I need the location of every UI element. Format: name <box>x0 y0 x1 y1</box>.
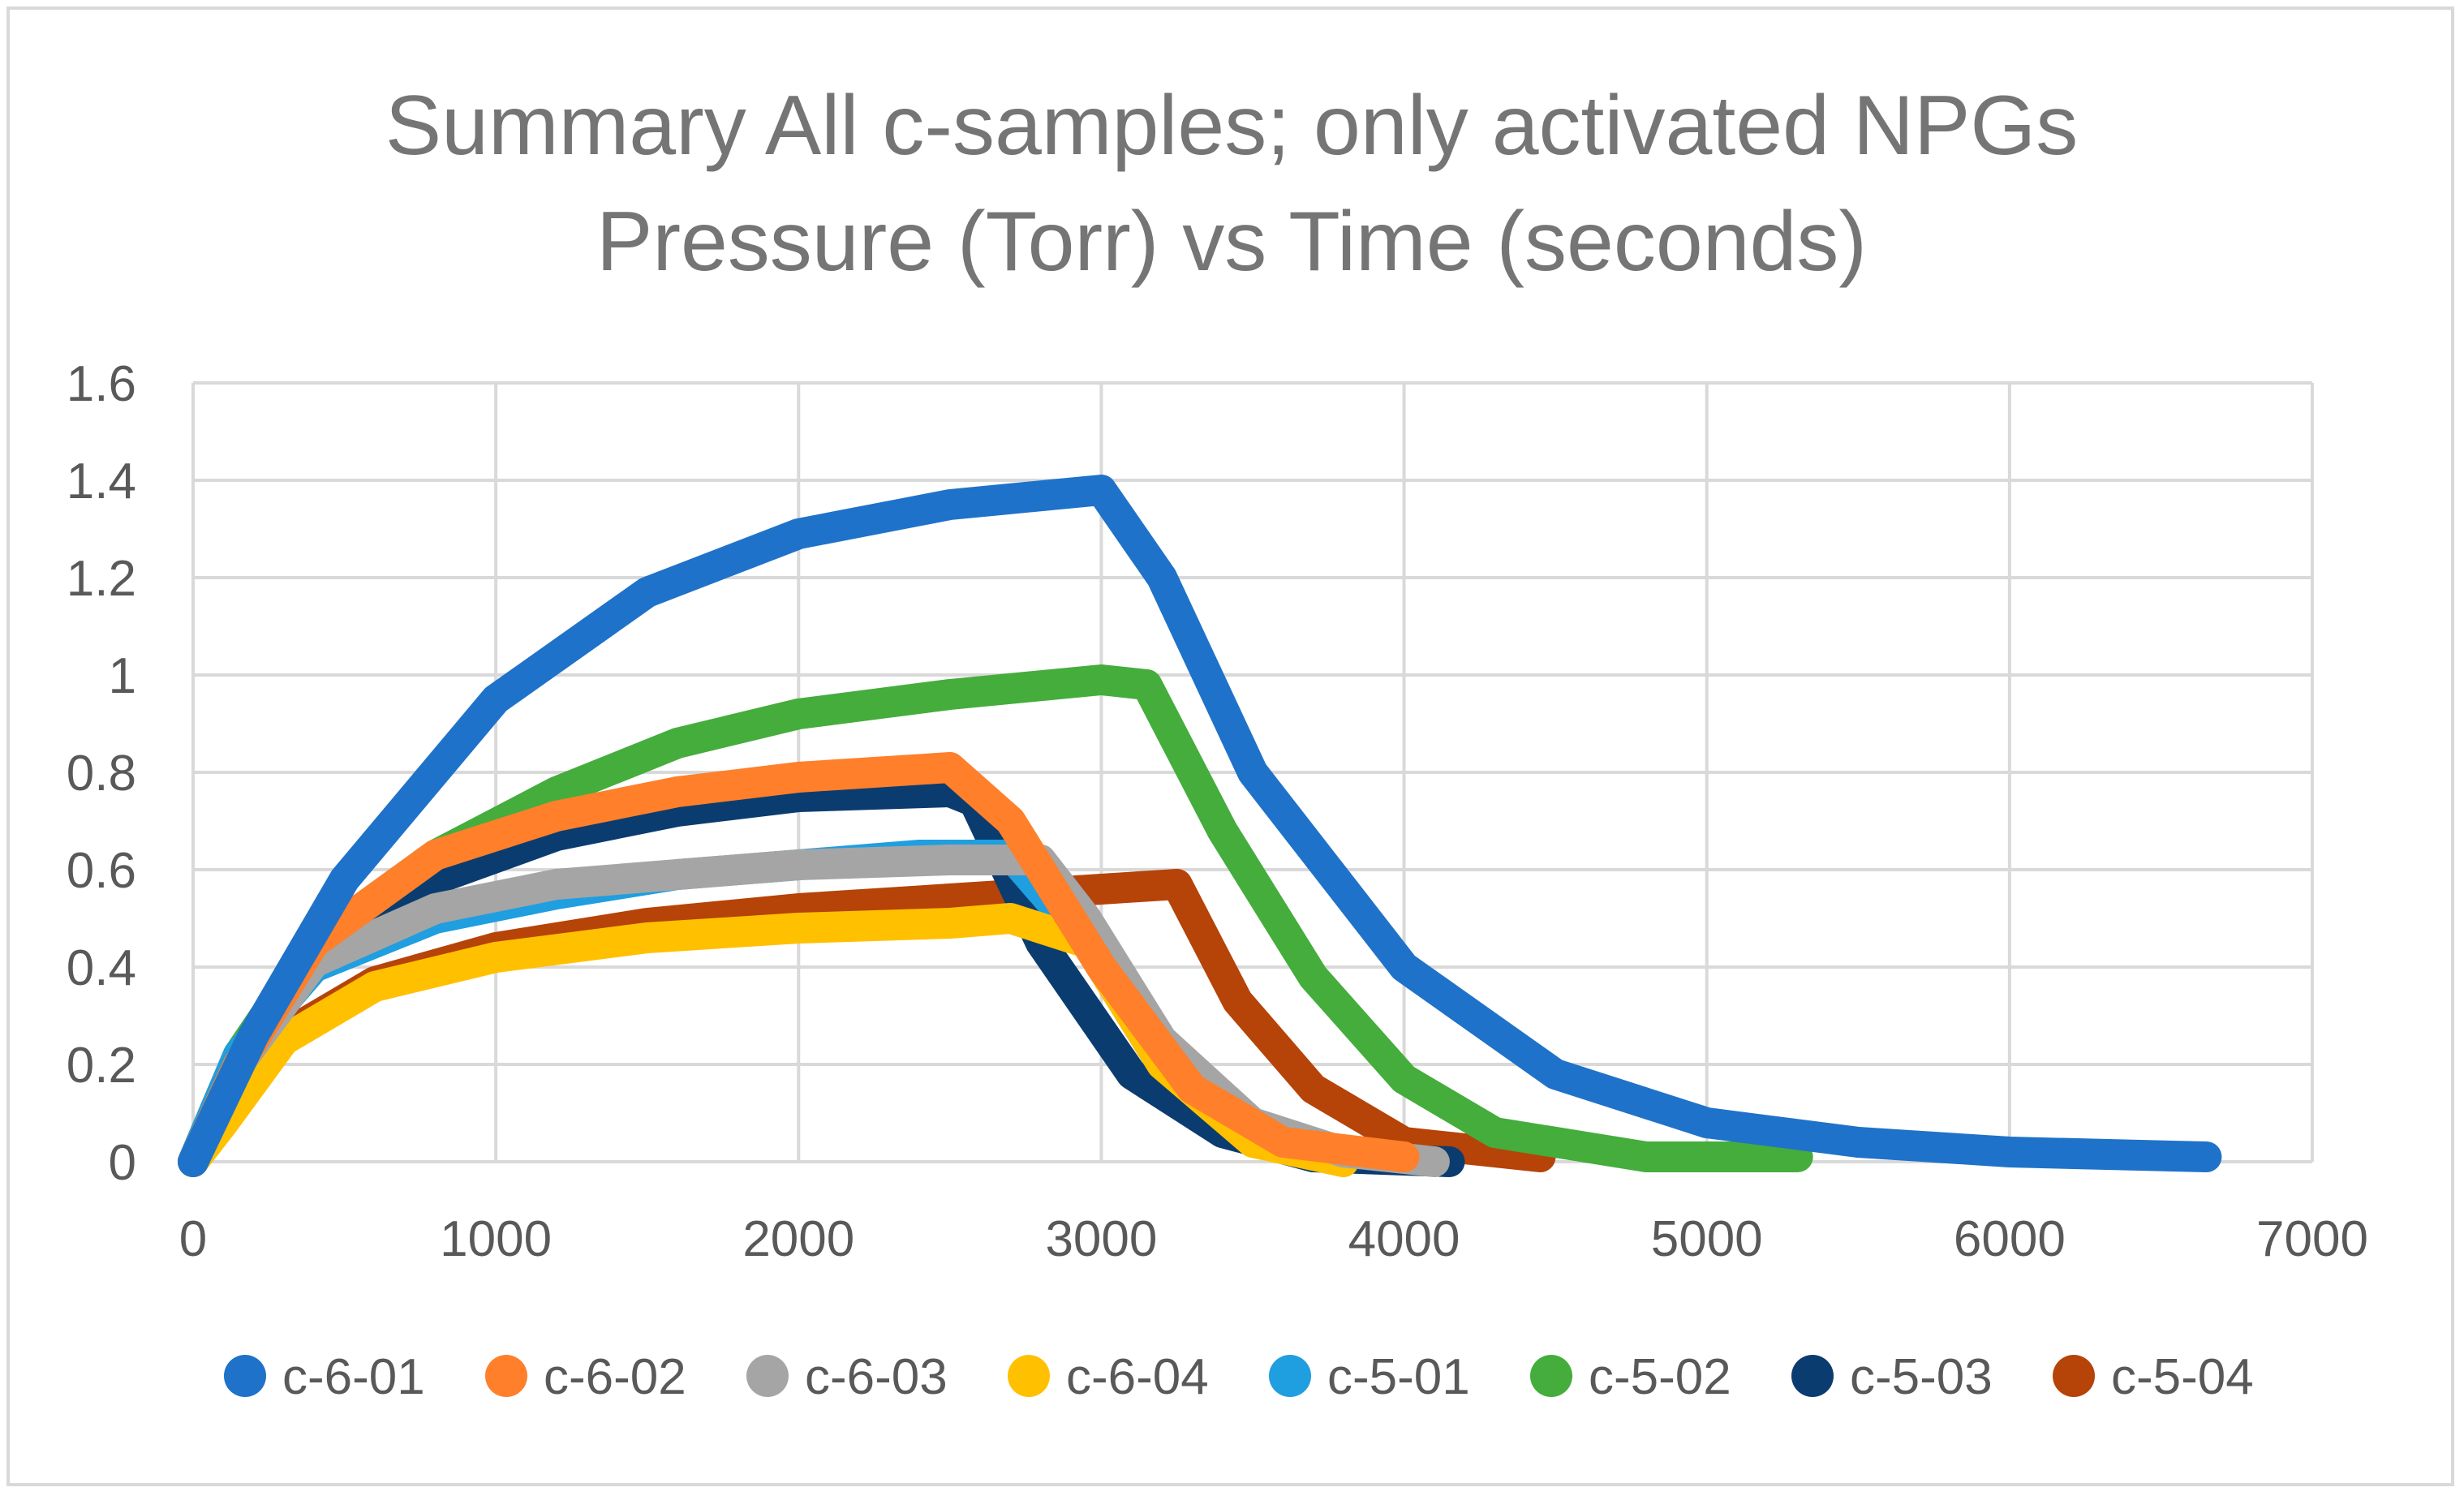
legend-label-c-5-02: c-5-02 <box>1589 1349 1731 1405</box>
legend-label-c-5-01: c-5-01 <box>1327 1349 1470 1405</box>
x-tick-label: 4000 <box>1348 1211 1460 1267</box>
legend-marker-c-6-02 <box>485 1355 527 1397</box>
x-tick-label: 2000 <box>742 1211 854 1267</box>
legend-label-c-6-03: c-6-03 <box>805 1349 948 1405</box>
y-tick-label: 0 <box>109 1135 136 1191</box>
legend-label-c-6-02: c-6-02 <box>544 1349 686 1405</box>
legend-marker-c-5-03 <box>1791 1355 1834 1397</box>
y-tick-label: 0.6 <box>67 843 136 899</box>
series-line-c-6-01 <box>178 475 2222 1177</box>
legend-marker-c-5-01 <box>1269 1355 1311 1397</box>
x-tick-label: 6000 <box>1954 1211 2066 1267</box>
chart-title-line-2: Pressure (Torr) vs Time (seconds) <box>596 195 1867 289</box>
legend: c-6-01 c-6-02 c-6-03 c-6-04 c-5-01 c-5-02 c-5-… <box>224 1349 2254 1405</box>
y-tick-label: 1.2 <box>67 551 136 607</box>
x-tick-label: 5000 <box>1651 1211 1763 1267</box>
x-tick-label: 1000 <box>440 1211 552 1267</box>
y-tick-label: 1.4 <box>67 454 136 509</box>
legend-marker-c-5-04 <box>2053 1355 2095 1397</box>
legend-marker-c-6-01 <box>224 1355 266 1397</box>
chart-title-line-1: Summary All c-samples; only activated NP… <box>385 79 2078 173</box>
x-tick-label: 0 <box>179 1211 207 1267</box>
y-tick-label: 0.4 <box>67 940 136 996</box>
y-tick-label: 0.8 <box>67 746 136 802</box>
legend-marker-c-6-04 <box>1008 1355 1050 1397</box>
y-tick-label: 1 <box>109 648 136 704</box>
y-axis-ticks: 0 0.2 0.4 0.6 0.8 1 1.2 1.4 1.6 <box>67 356 136 1191</box>
legend-marker-c-5-02 <box>1530 1355 1572 1397</box>
series-group <box>178 475 2222 1177</box>
legend-marker-c-6-03 <box>746 1355 789 1397</box>
legend-label-c-6-01: c-6-01 <box>282 1349 425 1405</box>
x-axis-ticks: 0 1000 2000 3000 4000 5000 6000 7000 <box>179 1211 2368 1267</box>
y-tick-label: 1.6 <box>67 356 136 412</box>
x-tick-label: 7000 <box>2256 1211 2368 1267</box>
legend-label-c-5-03: c-5-03 <box>1850 1349 1993 1405</box>
legend-label-c-5-04: c-5-04 <box>2111 1349 2254 1405</box>
y-tick-label: 0.2 <box>67 1038 136 1094</box>
x-tick-label: 3000 <box>1045 1211 1157 1267</box>
legend-label-c-6-04: c-6-04 <box>1066 1349 1209 1405</box>
